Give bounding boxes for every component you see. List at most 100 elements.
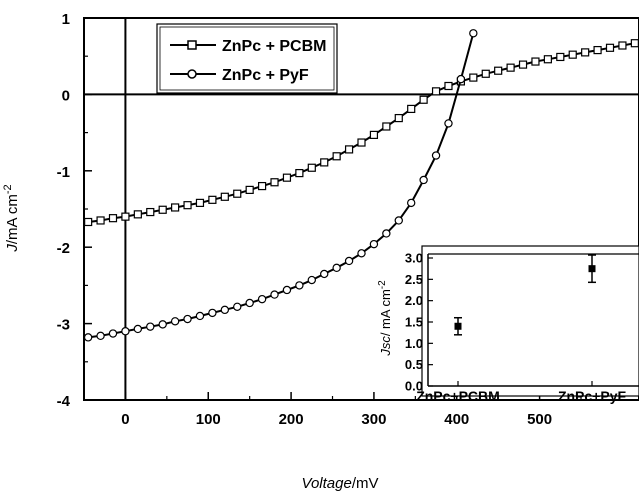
legend: ZnPc + PCBM ZnPc + PyF: [156, 23, 338, 94]
legend-circle-marker: [187, 69, 197, 79]
data-point-circle: [282, 285, 292, 295]
data-point-square: [282, 173, 292, 182]
data-point-circle: [270, 290, 279, 299]
data-point-square: [146, 207, 155, 217]
x-tick-label: 200: [279, 411, 304, 428]
data-point-circle: [332, 263, 341, 273]
data-point-square: [320, 158, 329, 167]
data-point-circle: [295, 281, 304, 290]
legend-label-pcbm: ZnPc + PCBM: [222, 38, 326, 55]
data-point-square: [593, 45, 602, 55]
inset-y-tick-label: 1.5: [405, 315, 423, 330]
inset-chart: 0.0 0.5 1.0 1.5 2.0 2.5 3.0 ZnPc+PCBM ZnPc+PyF: [405, 251, 639, 404]
data-point-square: [581, 48, 590, 57]
data-point-circle: [469, 29, 478, 38]
data-point-square: [245, 185, 254, 194]
data-point-square: [494, 66, 503, 75]
data-point-circle: [195, 311, 205, 321]
data-point-square: [419, 95, 428, 104]
x-tick-label: 300: [361, 411, 386, 428]
legend-item-pcbm: ZnPc + PCBM: [170, 38, 326, 55]
data-point-circle: [407, 198, 416, 208]
data-point-circle: [444, 119, 453, 128]
data-point-square: [431, 87, 441, 96]
data-point-circle: [344, 256, 354, 266]
data-point-circle: [419, 175, 428, 185]
data-point-square: [121, 212, 130, 221]
main-plot: 0 100 200 300 400 500 1 0 -1 -2 -3 -4: [57, 11, 639, 428]
data-point-circle: [245, 298, 254, 308]
inset-y-tick-label: 3.0: [405, 251, 423, 266]
data-point-square: [469, 73, 478, 82]
data-point-circle: [357, 249, 366, 258]
inset-y-tick-label: 0.5: [405, 357, 423, 372]
data-point-square: [630, 39, 639, 48]
data-point-square: [332, 152, 341, 161]
data-point-square: [394, 113, 403, 123]
data-point-square: [369, 130, 379, 139]
data-point-circle: [233, 302, 242, 311]
y-tick-label: 1: [62, 11, 70, 28]
data-point-circle: [146, 322, 155, 331]
inset-y-axis-title: Jsc/ mA cm-2: [377, 280, 393, 357]
data-point-circle: [121, 327, 130, 336]
data-point-square: [96, 216, 105, 225]
data-point-square: [531, 57, 540, 66]
inset-data-point: [588, 265, 596, 273]
data-point-square: [233, 189, 242, 198]
data-point-circle: [307, 275, 316, 285]
data-point-square: [568, 50, 577, 59]
data-point-square: [133, 210, 142, 219]
data-point-circle: [170, 317, 180, 326]
data-point-circle: [158, 320, 167, 329]
data-point-square: [295, 168, 304, 178]
data-point-circle: [83, 333, 93, 342]
data-point-square: [208, 195, 217, 204]
y-axis-title: J/mA cm-2: [2, 184, 21, 252]
data-point-circle: [369, 239, 379, 249]
series-zn-pcbm: [84, 39, 639, 227]
data-point-square: [171, 203, 180, 212]
data-point-circle: [394, 216, 403, 225]
y-tick-label: -1: [57, 164, 70, 181]
legend-item-pyf: ZnPc + PyF: [170, 67, 309, 84]
data-point-square: [183, 201, 192, 210]
inset-category-label: ZnPc+PyF: [558, 388, 627, 404]
data-point-square: [506, 63, 515, 72]
inset-category-label: ZnPc+PCBM: [416, 388, 500, 404]
y-tick-label: -3: [57, 317, 70, 334]
data-point-square: [444, 81, 453, 91]
data-point-square: [605, 43, 615, 52]
x-axis-title: Voltage/mV: [302, 475, 379, 492]
y-tick-label: -4: [57, 393, 71, 410]
data-point-circle: [133, 324, 143, 334]
inset-y-tick-label: 1.0: [405, 336, 423, 351]
y-tick-label: -2: [57, 240, 70, 257]
inset-y-tick-label: 0.0: [405, 379, 423, 394]
data-point-square: [344, 145, 354, 154]
data-point-circle: [183, 314, 192, 324]
data-point-square: [270, 178, 279, 187]
data-point-square: [357, 138, 366, 147]
data-point-circle: [320, 269, 329, 279]
data-point-square: [481, 69, 490, 78]
data-point-square: [257, 181, 267, 191]
data-point-circle: [208, 308, 217, 318]
series-zn-pyf: [83, 29, 478, 342]
data-point-square: [382, 122, 391, 131]
data-point-circle: [220, 305, 230, 315]
data-point-circle: [257, 294, 267, 304]
data-point-circle: [96, 331, 105, 341]
data-point-square: [195, 198, 205, 207]
inset-y-tick-label: 2.5: [405, 272, 423, 287]
data-point-square: [518, 60, 528, 69]
data-point-square: [618, 41, 627, 50]
y-tick-label: 0: [62, 87, 70, 104]
legend-square-marker: [187, 40, 197, 50]
x-tick-label: 400: [444, 411, 469, 428]
data-point-square: [307, 163, 316, 172]
inset-y-tick-label: 2.0: [405, 293, 423, 308]
data-point-square: [108, 214, 118, 223]
x-tick-label: 0: [121, 411, 129, 428]
